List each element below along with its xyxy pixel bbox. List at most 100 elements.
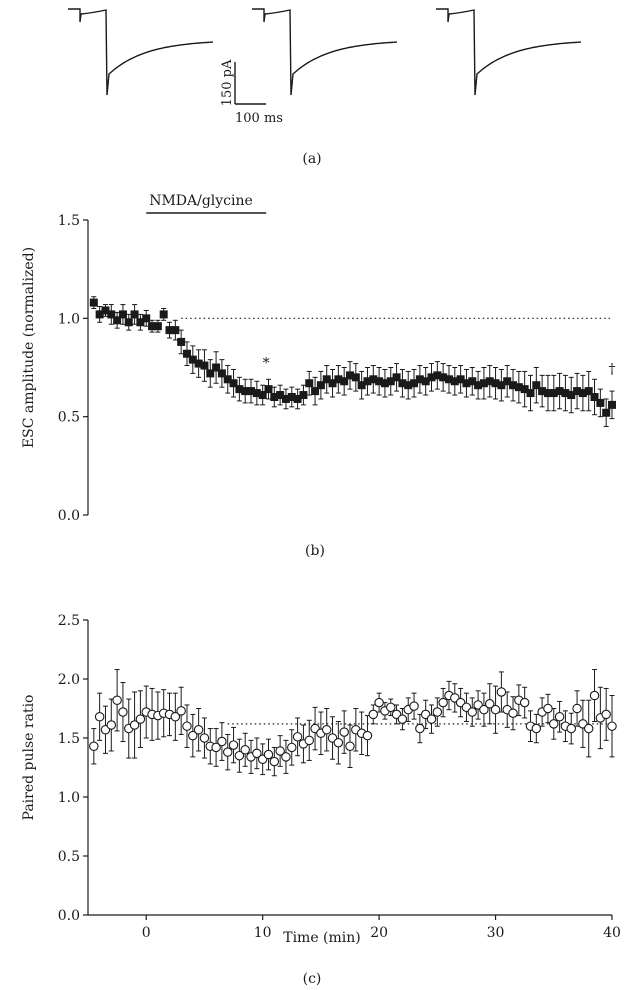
data-point [206, 369, 215, 378]
data-point [130, 310, 139, 319]
data-point [113, 316, 122, 325]
data-point [281, 394, 290, 403]
data-point [124, 318, 133, 327]
panel-a-label: (a) [302, 151, 321, 167]
data-point [496, 687, 507, 697]
data-point [148, 322, 157, 331]
y-tick-label: 1.0 [58, 790, 80, 806]
data-point [351, 373, 360, 382]
data-point [269, 756, 280, 767]
nmda-glycine-label: NMDA/glycine [149, 193, 253, 209]
data-point [194, 359, 203, 368]
data-point [601, 709, 611, 720]
data-point [252, 748, 262, 759]
panel-c-label: (c) [303, 971, 322, 987]
data-point [94, 712, 105, 722]
data-point [375, 377, 384, 386]
data-point [474, 381, 483, 390]
data-point [311, 387, 320, 396]
data-point [217, 369, 226, 378]
data-point [321, 724, 332, 735]
data-point [433, 371, 442, 380]
data-point [520, 385, 529, 394]
data-point [380, 379, 389, 388]
data-point [258, 391, 267, 400]
data-point [188, 730, 198, 741]
data-point [462, 379, 471, 388]
data-point [182, 721, 192, 731]
y-tick-label: 2.0 [58, 672, 80, 688]
data-point [199, 733, 210, 743]
data-point [484, 699, 495, 709]
data-point [170, 712, 181, 722]
y-tick-label: 0.0 [58, 908, 80, 924]
data-point [531, 723, 542, 734]
data-point [374, 697, 384, 708]
data-point [415, 723, 425, 734]
data-point [293, 394, 302, 403]
y-tick-label: 1.5 [58, 731, 80, 747]
data-point [519, 697, 530, 708]
data-point [159, 310, 168, 319]
data-point [438, 697, 448, 708]
x-tick-label: 10 [254, 925, 272, 941]
x-tick-label: 30 [487, 925, 505, 941]
data-point [217, 736, 227, 747]
data-point [212, 363, 221, 372]
data-point [333, 737, 344, 748]
y-tick-label: 1.0 [58, 311, 80, 327]
significance-star: * [263, 356, 270, 372]
y-tick-label: 0.5 [58, 410, 80, 426]
data-point [95, 310, 104, 319]
data-point [415, 375, 424, 384]
data-point [270, 393, 279, 401]
data-point [182, 349, 191, 358]
data-point [583, 723, 594, 734]
data-point [234, 750, 245, 761]
data-point [479, 704, 489, 715]
data-point [339, 727, 349, 737]
y-tick-label: 0.5 [58, 849, 80, 865]
trace-2 [252, 8, 398, 96]
data-point [107, 310, 116, 319]
data-point [426, 714, 437, 724]
x-tick-label: 0 [142, 925, 151, 941]
data-point [421, 377, 430, 386]
data-point [543, 703, 553, 714]
panel-b-chart: 0.0 0.5 1.0 1.5 * † [58, 212, 616, 524]
data-point [566, 723, 576, 734]
data-point [456, 375, 465, 384]
data-point [392, 373, 401, 382]
data-point [368, 709, 379, 720]
data-point [572, 703, 582, 714]
data-point [264, 385, 273, 394]
data-point [223, 375, 232, 384]
data-point [211, 742, 221, 753]
data-point [345, 741, 355, 752]
data-point [543, 389, 552, 398]
data-point [118, 310, 127, 319]
data-point [491, 379, 500, 388]
data-point [573, 387, 582, 396]
data-point [89, 741, 99, 752]
data-point [241, 387, 250, 396]
data-point [578, 389, 587, 398]
data-point [479, 379, 488, 388]
data-point [200, 361, 209, 370]
data-point [398, 379, 407, 388]
data-point [89, 298, 98, 307]
data-point [432, 707, 443, 717]
data-point [363, 377, 372, 386]
data-point [263, 749, 274, 760]
panel-b-y-axis-label: ESC amplitude (normalized) [21, 247, 37, 448]
data-point [106, 720, 117, 730]
data-point [596, 398, 605, 407]
data-point [276, 391, 285, 400]
data-point [485, 377, 494, 386]
data-point [608, 400, 616, 409]
data-point [357, 381, 366, 390]
data-point [561, 389, 570, 398]
data-point [538, 387, 547, 396]
data-point [468, 377, 477, 386]
data-point [397, 714, 408, 724]
